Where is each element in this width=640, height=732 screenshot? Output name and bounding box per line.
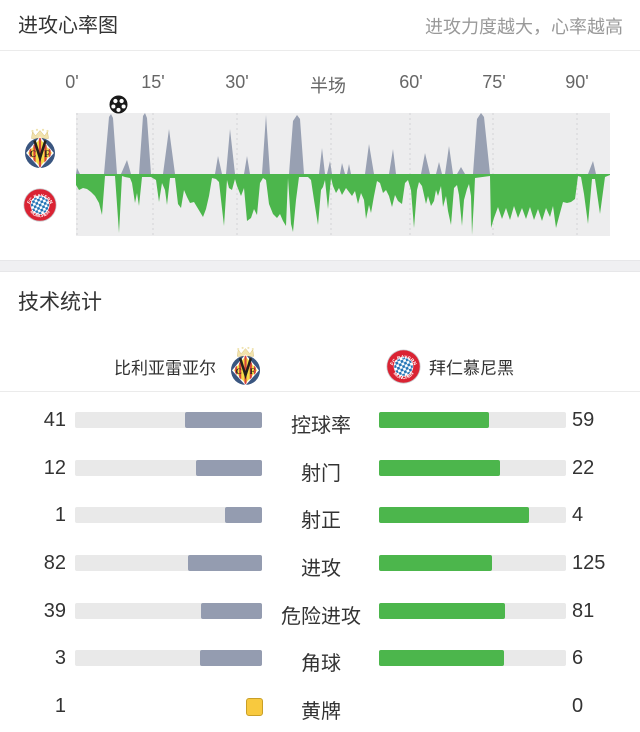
svg-text:C: C — [30, 149, 37, 159]
svg-text:C: C — [236, 366, 242, 376]
svg-text:F: F — [44, 149, 50, 159]
svg-text:MÜNCHEN: MÜNCHEN — [29, 209, 50, 218]
svg-text:F: F — [250, 366, 255, 376]
